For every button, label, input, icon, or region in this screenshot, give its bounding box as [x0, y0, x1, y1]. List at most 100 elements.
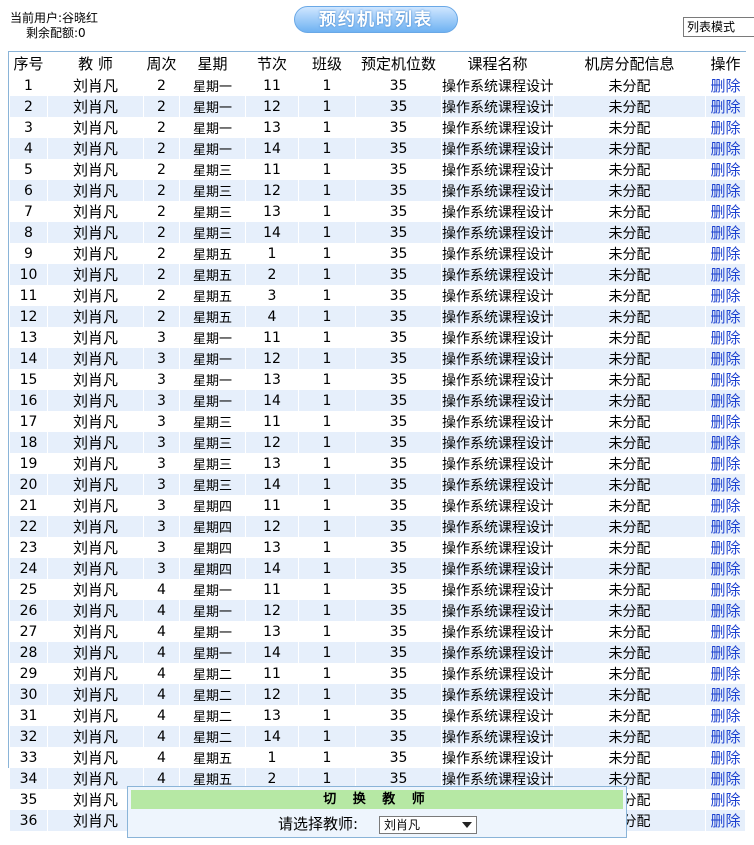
class: 1: [298, 432, 356, 453]
delete-link[interactable]: 删除: [705, 516, 746, 537]
column-header: 节次: [245, 52, 299, 75]
weekday: 星期五: [179, 264, 246, 285]
period: 13: [245, 453, 299, 474]
teacher-select-value: 刘肖凡: [384, 818, 421, 832]
class: 1: [298, 264, 356, 285]
reservation-table: 序号教 师周次 星期 节次 班级 预定机位数 课程名称 机房分配信息 操作 1 刘肖凡 2 星期一 1…: [8, 51, 746, 831]
delete-link[interactable]: 删除: [705, 684, 746, 705]
period: 14: [245, 474, 299, 495]
weekday: 星期三: [179, 411, 246, 432]
course-name: 操作系统课程设计: [441, 390, 554, 411]
seat-count: 35: [355, 285, 442, 306]
row-number: 1: [9, 74, 48, 96]
delete-link[interactable]: 删除: [705, 621, 746, 642]
delete-link[interactable]: 删除: [705, 180, 746, 201]
week-number: 2: [143, 138, 180, 159]
view-mode-select[interactable]: 列表模式: [683, 17, 754, 37]
table-row: 25 刘肖凡 4 星期一 11 1 35 操作系统课程设计 未分配 删除: [9, 579, 746, 600]
delete-link[interactable]: 删除: [705, 642, 746, 663]
teacher-name: 刘肖凡: [47, 96, 144, 117]
delete-link[interactable]: 删除: [705, 474, 746, 495]
delete-link[interactable]: 删除: [705, 369, 746, 390]
class: 1: [298, 306, 356, 327]
table-header-row: 序号教 师周次 星期 节次 班级 预定机位数 课程名称 机房分配信息 操作: [9, 52, 746, 75]
delete-link[interactable]: 删除: [705, 96, 746, 117]
delete-link[interactable]: 删除: [705, 663, 746, 684]
seat-count: 35: [355, 768, 442, 789]
delete-link[interactable]: 删除: [705, 327, 746, 348]
row-number: 4: [9, 138, 48, 159]
room-assignment: 未分配: [553, 579, 706, 600]
seat-count: 35: [355, 558, 442, 579]
period: 14: [245, 726, 299, 747]
delete-link[interactable]: 删除: [705, 159, 746, 180]
row-number: 17: [9, 411, 48, 432]
delete-link[interactable]: 删除: [705, 348, 746, 369]
period: 13: [245, 705, 299, 726]
teacher-name: 刘肖凡: [47, 537, 144, 558]
weekday: 星期一: [179, 369, 246, 390]
teacher-select[interactable]: 刘肖凡: [379, 816, 477, 834]
course-name: 操作系统课程设计: [441, 474, 554, 495]
delete-link[interactable]: 删除: [705, 432, 746, 453]
week-number: 2: [143, 264, 180, 285]
seat-count: 35: [355, 306, 442, 327]
room-assignment: 未分配: [553, 600, 706, 621]
room-assignment: 未分配: [553, 74, 706, 96]
weekday: 星期二: [179, 684, 246, 705]
teacher-name: 刘肖凡: [47, 138, 144, 159]
delete-link[interactable]: 删除: [705, 222, 746, 243]
column-header: 星期: [179, 52, 246, 75]
delete-link[interactable]: 删除: [705, 579, 746, 600]
table-row: 16 刘肖凡 3 星期一 14 1 35 操作系统课程设计 未分配 删除: [9, 390, 746, 411]
delete-link[interactable]: 删除: [705, 705, 746, 726]
week-number: 3: [143, 516, 180, 537]
table-row: 26 刘肖凡 4 星期一 12 1 35 操作系统课程设计 未分配 删除: [9, 600, 746, 621]
delete-link[interactable]: 删除: [705, 117, 746, 138]
course-name: 操作系统课程设计: [441, 243, 554, 264]
delete-link[interactable]: 删除: [705, 201, 746, 222]
row-number: 12: [9, 306, 48, 327]
weekday: 星期五: [179, 747, 246, 768]
room-assignment: 未分配: [553, 537, 706, 558]
delete-link[interactable]: 删除: [705, 558, 746, 579]
delete-link[interactable]: 删除: [705, 537, 746, 558]
delete-link[interactable]: 删除: [705, 411, 746, 432]
delete-link[interactable]: 删除: [705, 243, 746, 264]
table-row: 12 刘肖凡 2 星期五 4 1 35 操作系统课程设计 未分配 删除: [9, 306, 746, 327]
delete-link[interactable]: 删除: [705, 453, 746, 474]
delete-link[interactable]: 删除: [705, 285, 746, 306]
course-name: 操作系统课程设计: [441, 74, 554, 96]
delete-link[interactable]: 删除: [705, 768, 746, 789]
row-number: 16: [9, 390, 48, 411]
course-name: 操作系统课程设计: [441, 411, 554, 432]
delete-link[interactable]: 删除: [705, 390, 746, 411]
delete-link[interactable]: 删除: [705, 747, 746, 768]
class: 1: [298, 327, 356, 348]
class: 1: [298, 138, 356, 159]
week-number: 3: [143, 453, 180, 474]
week-number: 4: [143, 705, 180, 726]
delete-link[interactable]: 删除: [705, 306, 746, 327]
seat-count: 35: [355, 390, 442, 411]
weekday: 星期一: [179, 138, 246, 159]
teacher-name: 刘肖凡: [47, 74, 144, 96]
weekday: 星期一: [179, 579, 246, 600]
class: 1: [298, 243, 356, 264]
delete-link[interactable]: 删除: [705, 74, 746, 96]
delete-link[interactable]: 删除: [705, 495, 746, 516]
teacher-name: 刘肖凡: [47, 453, 144, 474]
delete-link[interactable]: 删除: [705, 789, 746, 810]
week-number: 3: [143, 369, 180, 390]
column-header: 机房分配信息: [553, 52, 706, 75]
delete-link[interactable]: 删除: [705, 138, 746, 159]
delete-link[interactable]: 删除: [705, 726, 746, 747]
row-number: 26: [9, 600, 48, 621]
delete-link[interactable]: 删除: [705, 810, 746, 831]
class: 1: [298, 159, 356, 180]
delete-link[interactable]: 删除: [705, 600, 746, 621]
row-number: 11: [9, 285, 48, 306]
weekday: 星期三: [179, 432, 246, 453]
delete-link[interactable]: 删除: [705, 264, 746, 285]
class: 1: [298, 642, 356, 663]
